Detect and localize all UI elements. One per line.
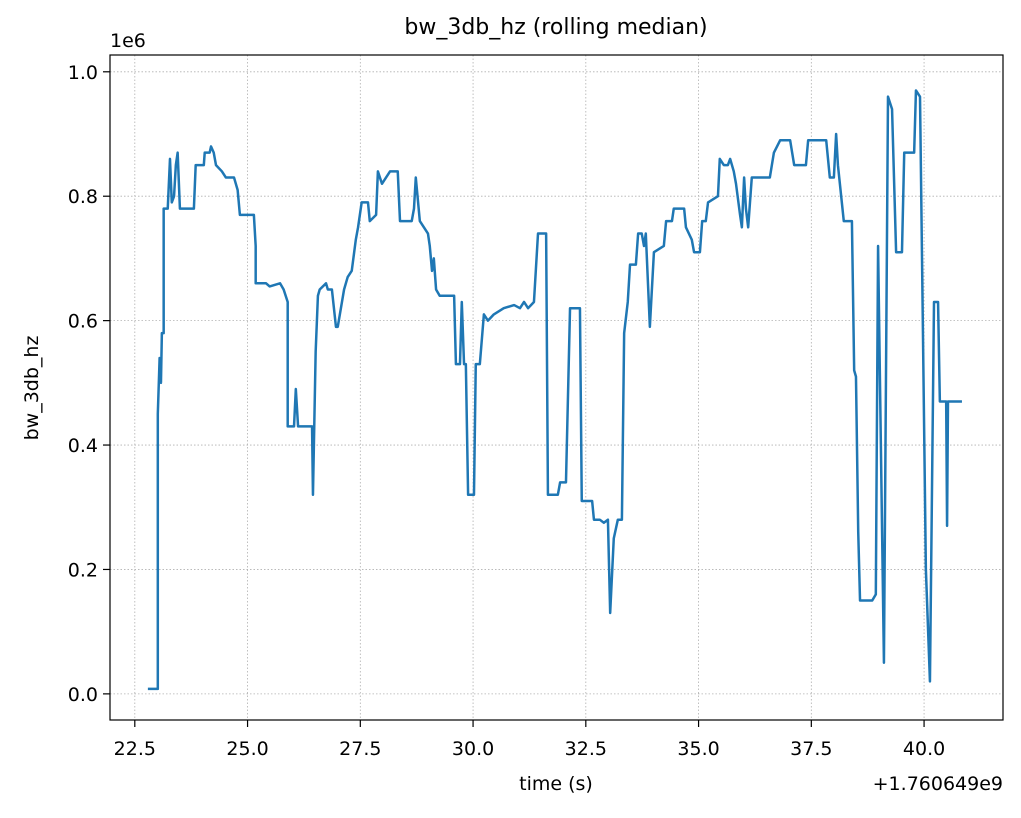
y-tick-label: 0.8 [68, 186, 98, 208]
y-tick-label: 0.6 [68, 311, 98, 333]
y-tick-label: 0.4 [68, 435, 98, 457]
x-tick-label: 37.5 [790, 738, 832, 760]
y-offset-label: 1e6 [110, 30, 146, 52]
y-axis-label: bw_3db_hz [21, 336, 43, 441]
x-tick-label: 27.5 [339, 738, 381, 760]
y-tick-label: 0.2 [68, 559, 98, 581]
x-tick-label: 30.0 [452, 738, 494, 760]
plot-frame [109, 54, 1004, 721]
x-tick-label: 35.0 [677, 738, 719, 760]
y-tick-label: 0.0 [68, 684, 98, 706]
x-tick-label: 40.0 [903, 738, 945, 760]
x-offset-label: +1.760649e9 [873, 773, 1003, 795]
x-tick-label: 32.5 [565, 738, 607, 760]
data-line [147, 89, 962, 691]
y-tick-label: 1.0 [68, 62, 98, 84]
x-tick-label: 25.0 [226, 738, 268, 760]
chart-title: bw_3db_hz (rolling median) [404, 15, 707, 40]
x-tick-label: 22.5 [114, 738, 156, 760]
x-axis-label: time (s) [519, 773, 593, 795]
